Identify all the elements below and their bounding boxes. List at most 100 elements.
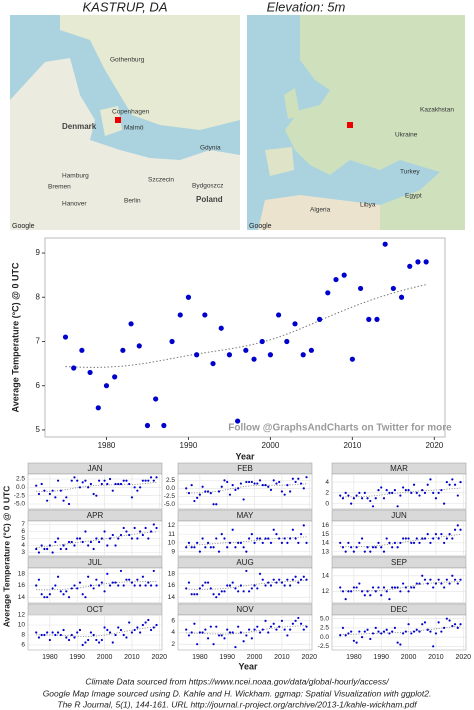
data-point [89, 631, 92, 634]
data-point [291, 622, 294, 625]
map-marker [347, 122, 353, 128]
data-point [363, 491, 366, 494]
data-point [237, 590, 240, 593]
data-point [412, 586, 416, 589]
data-point [316, 316, 323, 322]
data-point [125, 530, 128, 533]
data-point [253, 584, 256, 587]
data-point [228, 631, 232, 634]
data-point [402, 582, 405, 585]
data-point [67, 502, 71, 506]
data-point [79, 347, 85, 353]
data-point [437, 537, 440, 540]
x-tick-label: 2020 [455, 654, 471, 661]
data-point [226, 584, 229, 587]
data-point [421, 489, 424, 492]
data-point [103, 479, 106, 482]
data-point [459, 578, 462, 581]
data-point [98, 641, 101, 644]
data-point [415, 259, 421, 265]
data-point [374, 626, 377, 629]
data-point [204, 546, 207, 549]
data-point [114, 544, 117, 547]
data-point [139, 631, 142, 634]
data-point [382, 497, 386, 500]
data-point [122, 479, 125, 482]
data-point [187, 541, 191, 544]
data-point [204, 628, 207, 631]
data-point [100, 581, 103, 584]
data-point [144, 584, 147, 587]
panel [177, 520, 313, 557]
data-point [347, 494, 350, 497]
facet-label: MAR [390, 464, 408, 473]
data-point [453, 483, 457, 486]
data-point [275, 482, 278, 485]
data-point [84, 530, 87, 533]
data-point [391, 546, 394, 549]
data-point [73, 544, 76, 547]
data-point [139, 486, 142, 489]
data-point [130, 496, 134, 499]
data-point [459, 480, 462, 484]
data-point [382, 630, 386, 633]
data-point [46, 547, 49, 551]
data-point [456, 524, 459, 527]
y-tick-label: 10 [168, 540, 176, 547]
data-point [217, 593, 221, 596]
data-point [402, 486, 405, 489]
data-point [275, 533, 278, 536]
facet-label: NOV [236, 605, 254, 614]
data-point [355, 494, 358, 497]
data-point [87, 369, 93, 376]
data-point [98, 540, 101, 544]
data-point [141, 623, 144, 627]
data-point [231, 528, 234, 531]
x-tick-label: 2010 [428, 654, 444, 661]
data-point [177, 312, 183, 318]
y-tick-label: 6 [36, 381, 41, 390]
y-axis-label: Average Temperature (°C) @ 0 UTC [1, 486, 11, 628]
facet-label: JUL [88, 558, 103, 567]
data-point [410, 586, 413, 589]
data-point [380, 594, 383, 597]
data-point [380, 632, 383, 635]
data-point [70, 479, 73, 482]
data-point [92, 547, 95, 551]
data-point [106, 628, 109, 632]
data-point [258, 537, 262, 540]
data-point [294, 619, 297, 622]
data-point [119, 533, 123, 537]
data-point [251, 356, 257, 362]
data-point [234, 488, 237, 492]
y-tick-label: 14 [322, 540, 330, 547]
data-point [130, 581, 134, 584]
data-point [114, 482, 117, 486]
map-land [10, 58, 240, 230]
data-point [100, 638, 103, 642]
data-point [399, 541, 402, 544]
x-tick-label: 2010 [343, 441, 361, 450]
facet-label: DEC [391, 605, 408, 614]
data-point [111, 533, 114, 537]
data-point [98, 479, 101, 482]
data-point [122, 584, 125, 587]
y-tick-label: 13 [322, 548, 330, 555]
y-tick-label: 6 [21, 642, 25, 649]
data-point [423, 537, 427, 540]
data-point [209, 587, 212, 590]
data-point [89, 482, 92, 486]
data-point [432, 645, 435, 648]
y-tick-label: 14 [18, 594, 26, 601]
data-point [291, 578, 294, 581]
data-point [415, 491, 418, 494]
y-tick-label: 7 [21, 521, 25, 528]
data-point [202, 312, 208, 318]
data-point [432, 491, 435, 494]
y-tick-label: 11 [168, 531, 175, 538]
data-point [201, 584, 204, 587]
data-point [130, 631, 134, 634]
data-point [153, 396, 159, 402]
data-point [280, 619, 284, 622]
